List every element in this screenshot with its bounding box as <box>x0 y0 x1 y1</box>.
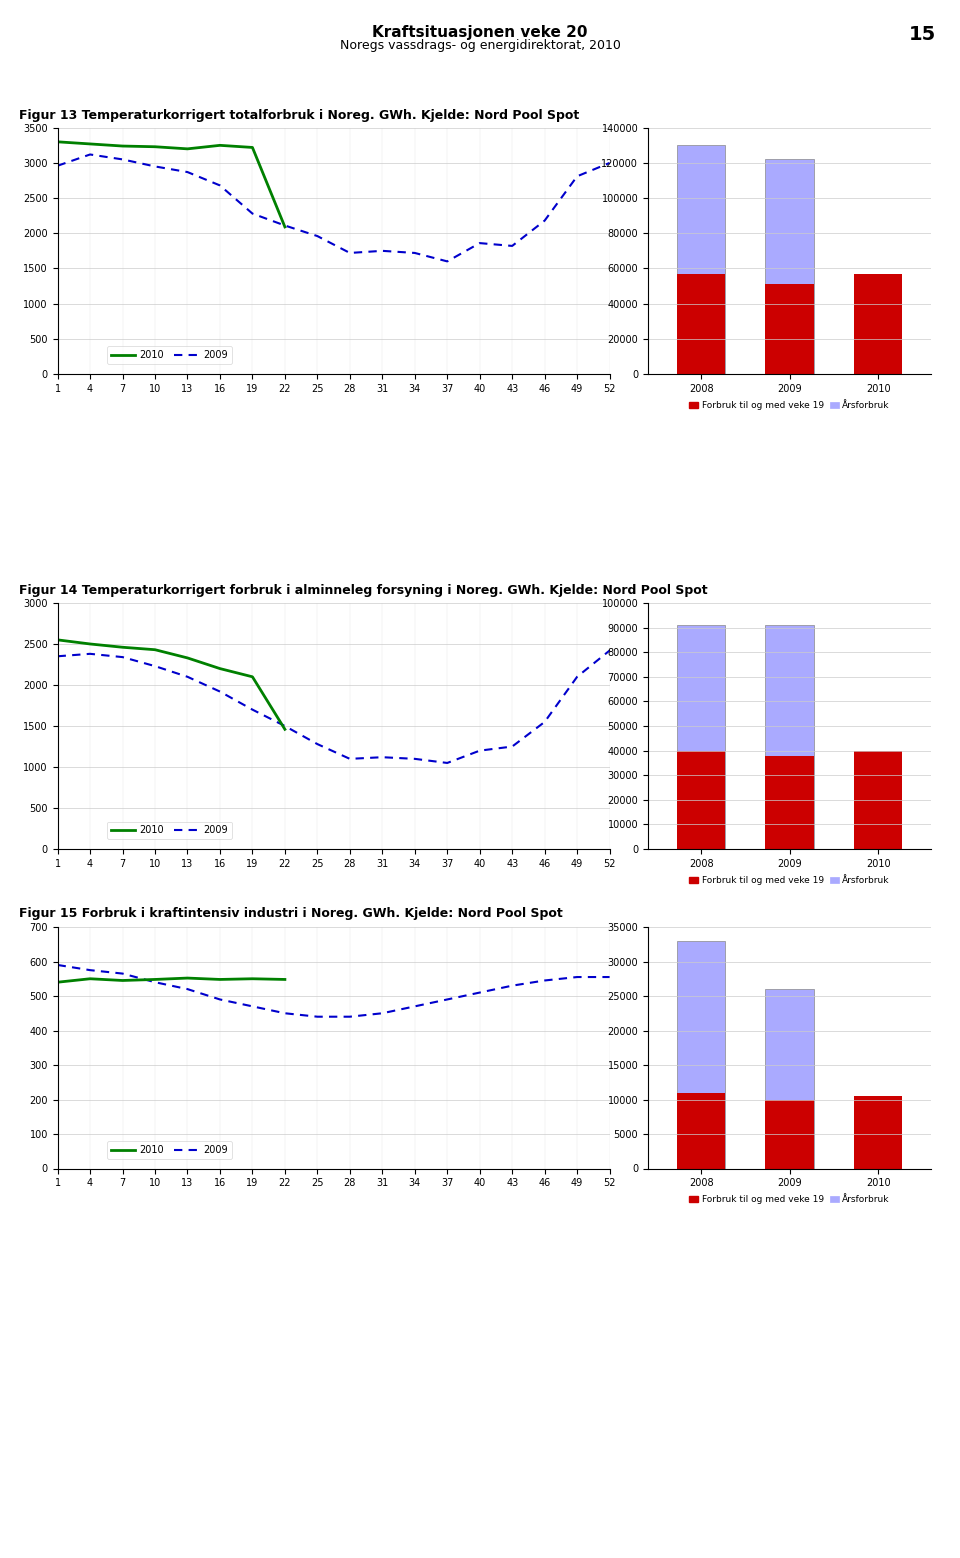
Text: Kraftsituasjonen veke 20: Kraftsituasjonen veke 20 <box>372 25 588 41</box>
Bar <box>765 989 814 1168</box>
Text: Noregs vassdrags- og energidirektorat, 2010: Noregs vassdrags- og energidirektorat, 2… <box>340 39 620 51</box>
Legend: 2010, 2009: 2010, 2009 <box>107 821 231 840</box>
Text: 15: 15 <box>909 25 936 44</box>
Bar <box>765 159 814 374</box>
Legend: 2010, 2009: 2010, 2009 <box>107 346 231 365</box>
Bar <box>677 751 726 849</box>
Legend: Forbruk til og med veke 19, Årsforbruk: Forbruk til og med veke 19, Årsforbruk <box>685 872 894 890</box>
Bar <box>677 625 726 849</box>
Bar <box>765 284 814 374</box>
Bar <box>853 274 902 374</box>
Bar <box>765 1100 814 1168</box>
Bar <box>765 625 814 849</box>
Bar <box>853 751 902 849</box>
Bar <box>677 941 726 1168</box>
Bar <box>853 1097 902 1168</box>
Bar <box>765 756 814 849</box>
Text: Figur 14 Temperaturkorrigert forbruk i alminneleg forsyning i Noreg. GWh. Kjelde: Figur 14 Temperaturkorrigert forbruk i a… <box>19 584 708 597</box>
Legend: Forbruk til og med veke 19, Årsforbruk: Forbruk til og med veke 19, Årsforbruk <box>685 397 894 414</box>
Legend: 2010, 2009: 2010, 2009 <box>107 1140 231 1159</box>
Text: Figur 13 Temperaturkorrigert totalforbruk i Noreg. GWh. Kjelde: Nord Pool Spot: Figur 13 Temperaturkorrigert totalforbru… <box>19 109 580 122</box>
Bar <box>677 1092 726 1168</box>
Bar <box>677 145 726 374</box>
Text: Figur 15 Forbruk i kraftintensiv industri i Noreg. GWh. Kjelde: Nord Pool Spot: Figur 15 Forbruk i kraftintensiv industr… <box>19 907 563 919</box>
Legend: Forbruk til og med veke 19, Årsforbruk: Forbruk til og med veke 19, Årsforbruk <box>685 1192 894 1207</box>
Bar <box>677 274 726 374</box>
